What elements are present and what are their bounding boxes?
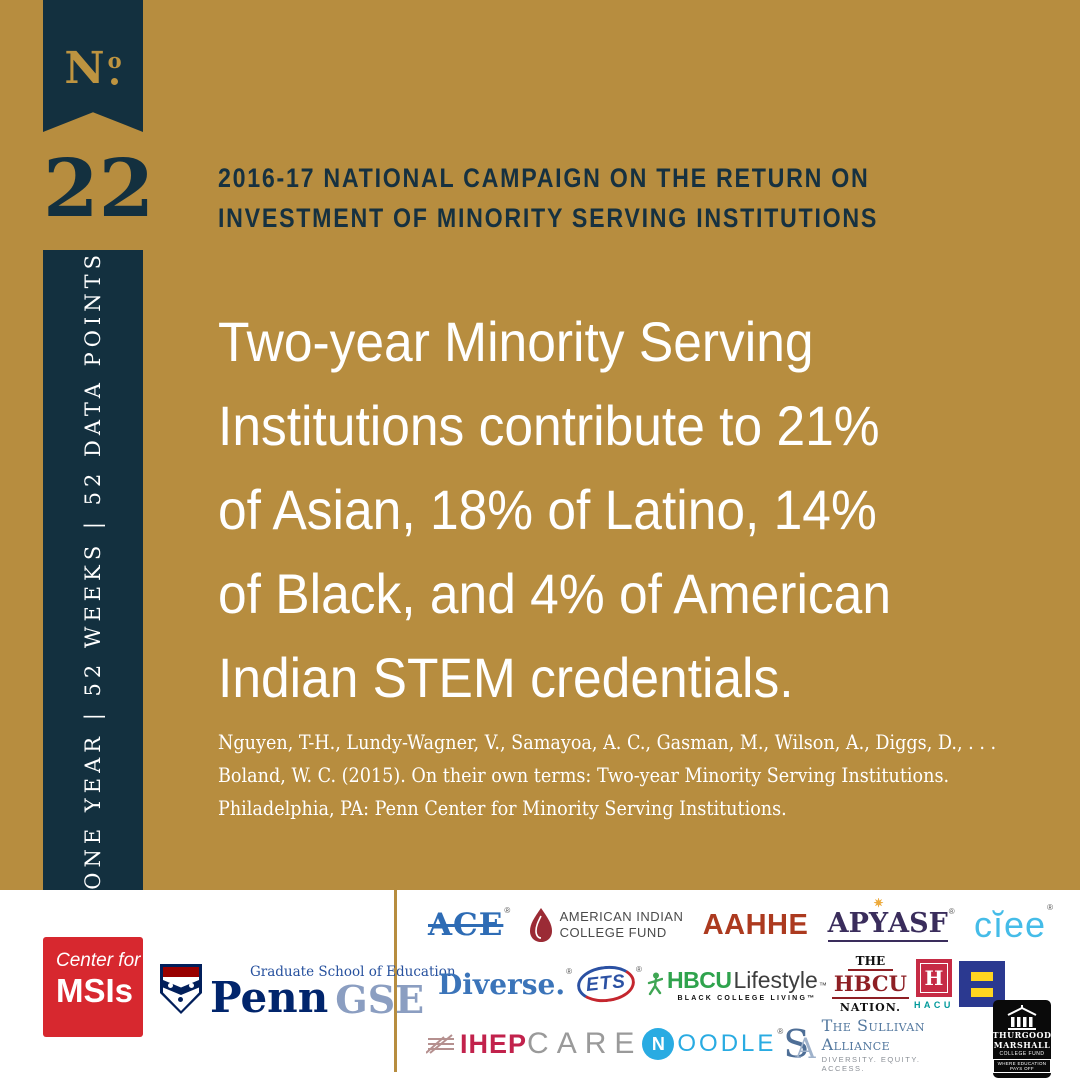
ace-logo: ACE ® [428, 906, 511, 944]
registered-mark: ® [777, 1027, 784, 1036]
ets-oval-icon: ETS [575, 963, 637, 1005]
aicf-text-line2: COLLEGE FUND [559, 925, 667, 940]
sullivan-name-text: The Sullivan Alliance [821, 1015, 925, 1054]
care-logo: CARE [527, 1027, 642, 1061]
ihep-logo-text: IHEP [460, 1028, 528, 1059]
partner-row-2: Diverse. ® ETS ® HBCU Lifestyle [412, 954, 1067, 1014]
penn-shield-icon [160, 964, 202, 1014]
building-icon [1007, 1005, 1037, 1030]
field-lines-icon [426, 1034, 454, 1054]
ciee-logo: cĭee ® [974, 904, 1053, 946]
diverse-logo: Diverse. ® [438, 966, 572, 1001]
hacu-h-letter: H [924, 965, 944, 990]
aicf-text-line1: AMERICAN INDIAN [559, 908, 684, 924]
apiasf-text-post: ASF [888, 908, 948, 939]
center-for-msis-logo: Center for MSIs [43, 937, 143, 1037]
penn-gse-logo: Graduate School of Education Penn GSE [160, 964, 456, 1019]
statement-line: Institutions contribute to 21% [218, 394, 880, 457]
hbcu-nation-nation: NATION. [839, 1001, 901, 1014]
registered-mark: ® [566, 966, 572, 976]
sullivan-alliance-logo: S A The Sullivan Alliance Diversity. Equ… [783, 1016, 959, 1073]
partner-logos-panel: ACE ® AMERICAN INDIAN COLLEGE FUND AAHHE… [412, 890, 1067, 1080]
campaign-title: 2016-17 NATIONAL CAMPAIGN ON THE RETURN … [218, 163, 879, 233]
noodle-n-letter: N [651, 1033, 665, 1054]
penn-gse-school-text: Graduate School of Education [250, 964, 456, 980]
equal-sign-icon [958, 961, 1005, 1007]
sullivan-tagline: Diversity. Equity. Access. [821, 1054, 921, 1073]
issue-number: 22 [43, 141, 155, 235]
hbcu-nation-logo: THE HBCU NATION. [831, 954, 909, 1014]
hbcu-lifestyle-lifestyle: Lifestyle [733, 966, 818, 993]
noodle-circle-icon: N [642, 1028, 675, 1060]
dancer-icon [647, 972, 663, 996]
aahhe-logo: AAHHE [703, 909, 809, 942]
statement-line: of Asian, 18% of Latino, 14% [218, 478, 877, 541]
hbcu-lifestyle-logo: HBCU Lifestyle ™ BLACK COLLEGE LIVING™ [647, 967, 827, 1002]
partner-row-3: IHEP CARE N OODLE ® S A The Sullivan All… [412, 1016, 1067, 1073]
registered-mark: ® [948, 907, 955, 916]
sullivan-monogram-a: A [795, 1032, 816, 1065]
hrc-equality-logo [958, 961, 1005, 1007]
penn-wordmark: Penn [210, 973, 329, 1022]
tmcf-text-line4: WHERE EDUCATION PAYS OFF [993, 1059, 1051, 1074]
sullivan-monogram-s: S [783, 1022, 810, 1066]
diverse-logo-text: Diverse. [438, 967, 566, 1001]
tmcf-text-line2: MARSHALL [993, 1039, 1051, 1050]
registered-mark: ® [504, 906, 511, 915]
hbcu-nation-the: THE [847, 954, 894, 971]
aahhe-logo-text: AAHHE [702, 908, 809, 941]
registered-mark: ® [636, 965, 642, 974]
issue-ribbon: N o [43, 0, 143, 132]
msis-logo-line1: Center for [56, 950, 141, 971]
footer-divider [394, 890, 397, 1072]
numero-dot [111, 78, 119, 85]
registered-mark: ® [1047, 903, 1053, 912]
flame-icon [529, 908, 552, 942]
campaign-tagline: ONE YEAR | 52 WEEKS | 52 DATA POINTS [81, 250, 105, 890]
torch-icon: ✷ Y [868, 896, 889, 939]
hbcu-lifestyle-hbcu: HBCU [667, 966, 732, 993]
statement-line: Indian STEM credentials. [218, 646, 794, 709]
msis-logo-line2: MSIs [56, 971, 134, 1009]
tmcf-text-line1: THURGOOD [992, 1030, 1052, 1040]
apiasf-logo: AP ✷ Y ASF ® [827, 896, 955, 942]
noodle-logo: N OODLE ® [642, 1028, 783, 1060]
gold-background [0, 0, 1080, 890]
numero-icon: N o [64, 43, 122, 94]
statement-line: of Black, and 4% of American [218, 562, 891, 625]
hbcu-nation-hbcu: HBCU [831, 971, 909, 999]
american-indian-college-fund-logo: AMERICAN INDIAN COLLEGE FUND [529, 908, 684, 942]
thurgood-marshall-college-fund-logo: THURGOOD MARSHALL COLLEGE FUND WHERE EDU… [993, 1000, 1051, 1078]
numero-n: N [64, 43, 105, 94]
data-point-statement: Two-year Minority Serving Institutions c… [218, 300, 891, 720]
hacu-logo-text: HACU [913, 999, 954, 1010]
tmcf-text-line3: COLLEGE FUND [999, 1051, 1045, 1058]
ihep-logo: IHEP [426, 1029, 527, 1060]
hacu-logo: H HACU [913, 958, 954, 1010]
trademark-mark: ™ [818, 980, 827, 990]
ciee-logo-text: cĭee [974, 904, 1047, 945]
ace-logo-text: ACE [428, 907, 504, 943]
gse-wordmark: GSE [335, 977, 425, 1022]
sidebar-ribbon: ONE YEAR | 52 WEEKS | 52 DATA POINTS [43, 250, 143, 890]
ets-logo-text: ETS [585, 970, 627, 997]
ets-logo: ETS ® [575, 963, 642, 1005]
apiasf-torch-letter: Y [868, 908, 889, 939]
hacu-square-icon: H [915, 958, 952, 997]
torch-flame-icon: ✷ [873, 896, 884, 910]
apiasf-text-pre: AP [827, 908, 869, 939]
hbcu-lifestyle-tagline: BLACK COLLEGE LIVING™ [677, 994, 817, 1002]
care-logo-text: CARE [527, 1027, 643, 1060]
statement-line: Two-year Minority Serving [218, 310, 814, 373]
noodle-logo-text: OODLE [677, 1030, 777, 1057]
source-citation: Nguyen, T-H., Lundy-Wagner, V., Samayoa,… [218, 730, 997, 820]
numero-o: o [107, 48, 122, 73]
partner-row-1: ACE ® AMERICAN INDIAN COLLEGE FUND AAHHE… [412, 896, 1067, 950]
